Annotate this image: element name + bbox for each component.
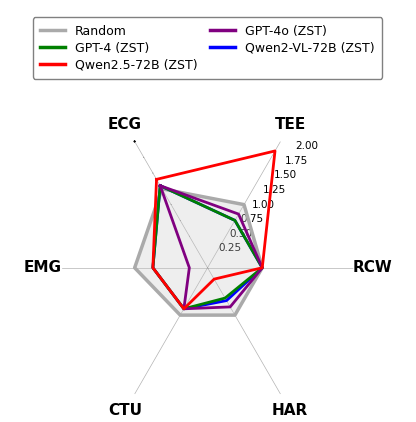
Polygon shape	[135, 189, 262, 315]
Legend: Random, GPT-4 (ZST), Qwen2.5-72B (ZST), GPT-4o (ZST), Qwen2-VL-72B (ZST): Random, GPT-4 (ZST), Qwen2.5-72B (ZST), …	[33, 17, 382, 79]
